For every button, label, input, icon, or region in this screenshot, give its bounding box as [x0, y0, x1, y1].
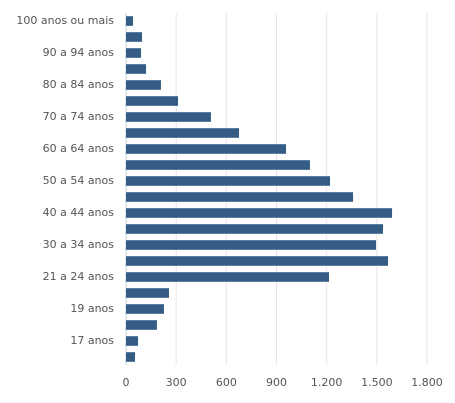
- y-tick-label: 40 a 44 anos: [43, 206, 115, 219]
- bar: [126, 240, 376, 250]
- bar: [126, 80, 161, 90]
- bar: [126, 208, 393, 218]
- bar: [126, 224, 384, 234]
- y-tick-label: 30 a 34 anos: [43, 238, 115, 251]
- y-tick-label: 17 anos: [70, 334, 114, 347]
- x-tick-label: 300: [166, 376, 187, 389]
- y-tick-label: 21 a 24 anos: [43, 270, 115, 283]
- x-tick-label: 1.500: [361, 376, 393, 389]
- bar: [126, 352, 136, 362]
- bar: [126, 96, 179, 106]
- y-tick-label: 100 anos ou mais: [16, 14, 114, 27]
- y-tick-label: 19 anos: [70, 302, 114, 315]
- x-tick-label: 1.800: [411, 376, 443, 389]
- x-tick-label: 600: [216, 376, 237, 389]
- bar: [126, 32, 143, 42]
- bar: [126, 64, 147, 74]
- y-tick-label: 50 a 54 anos: [43, 174, 115, 187]
- x-tick-label: 0: [123, 376, 130, 389]
- bar: [126, 320, 157, 330]
- bar: [126, 112, 211, 122]
- x-tick-label: 900: [266, 376, 287, 389]
- y-tick-label: 60 a 64 anos: [43, 142, 115, 155]
- bar: [126, 272, 330, 282]
- bar: [126, 144, 287, 154]
- bar: [126, 48, 142, 58]
- bar: [126, 160, 310, 170]
- bar: [126, 304, 164, 314]
- y-tick-label: 90 a 94 anos: [43, 46, 115, 59]
- x-tick-label: 1.200: [311, 376, 343, 389]
- bar: [126, 336, 139, 346]
- bar: [126, 288, 169, 298]
- bar: [126, 176, 331, 186]
- bar: [126, 128, 240, 138]
- bar: [126, 256, 389, 266]
- y-tick-label: 70 a 74 anos: [43, 110, 115, 123]
- bar: [126, 16, 134, 26]
- bar: [126, 192, 354, 202]
- y-tick-label: 80 a 84 anos: [43, 78, 115, 91]
